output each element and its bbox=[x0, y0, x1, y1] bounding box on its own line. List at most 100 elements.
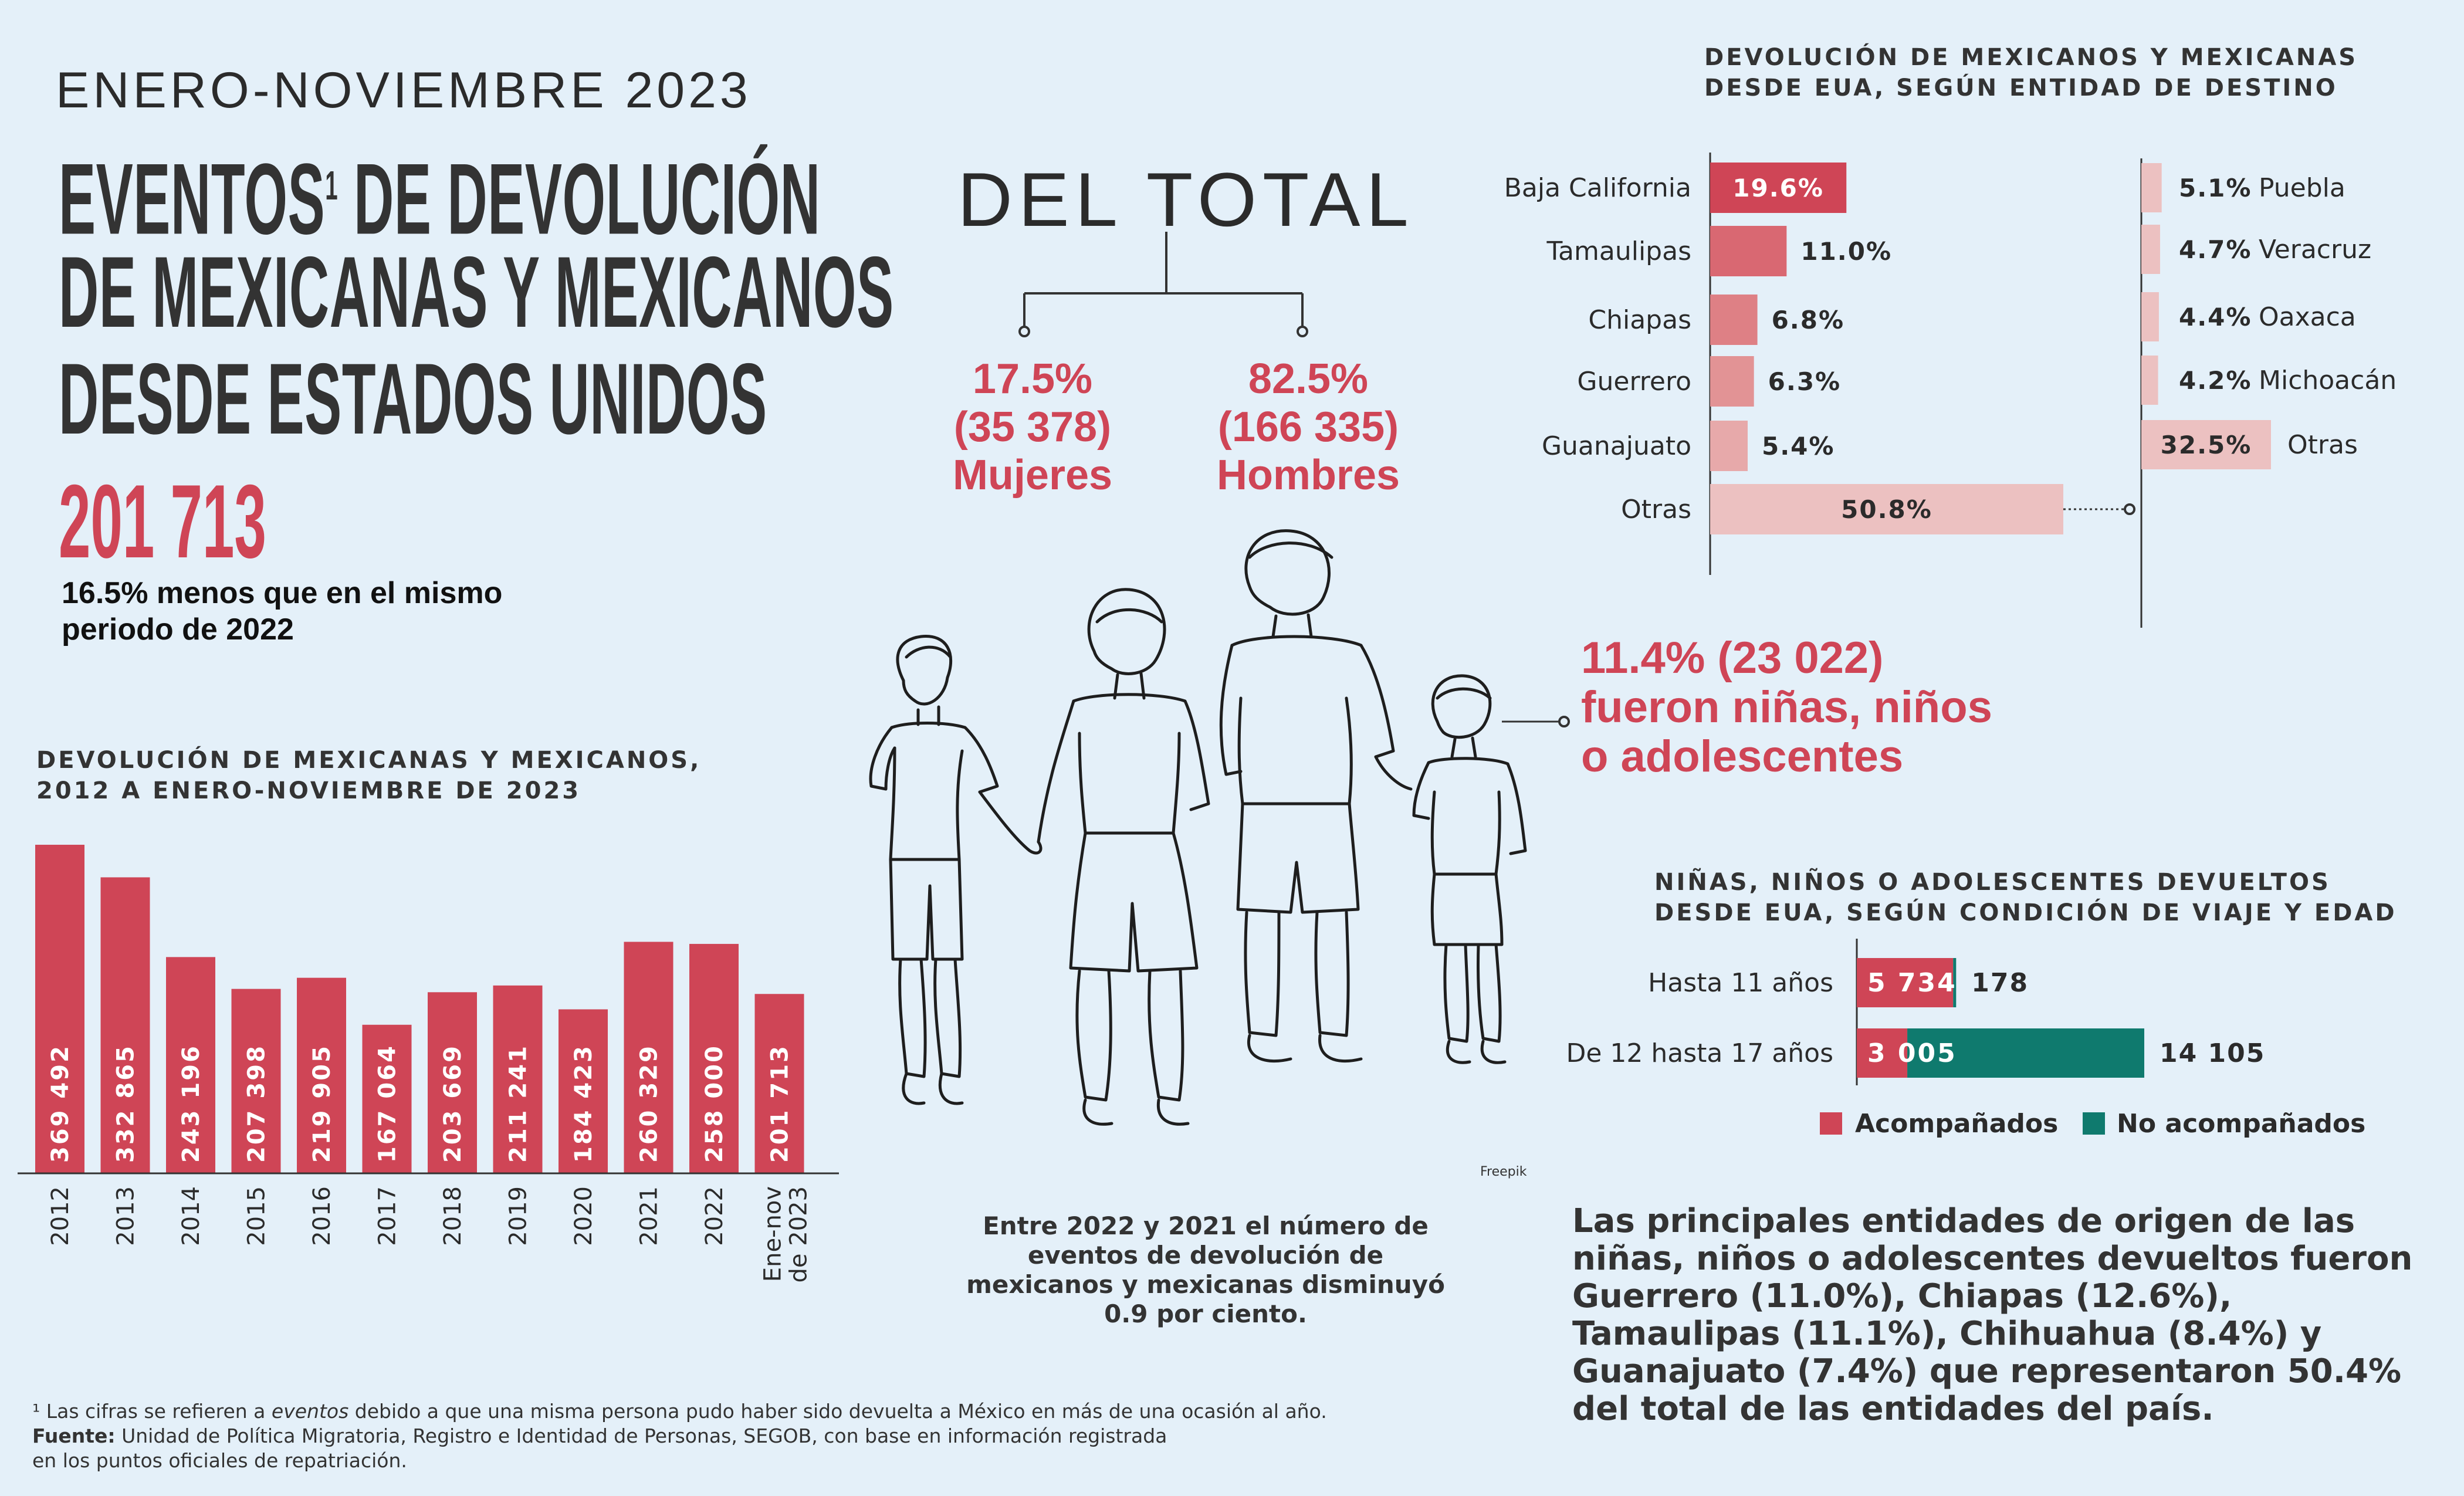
year-bar-value: 211 241 bbox=[505, 1044, 532, 1163]
footnote-text-a: ¹ Las cifras se refieren a bbox=[32, 1400, 272, 1423]
men-count: (166 335) bbox=[1217, 404, 1399, 451]
state-chart-title: DEVOLUCIÓN DE MEXICANOS Y MEXICANAS DESD… bbox=[1704, 44, 2358, 101]
year-bar-value: 184 423 bbox=[570, 1044, 597, 1163]
year-bar-value: 167 064 bbox=[374, 1044, 401, 1163]
title-eventos: EVENTOS bbox=[59, 143, 326, 256]
source-label: Fuente: bbox=[32, 1424, 116, 1447]
origin-note-states-2: Guanajuato (7.4%) bbox=[1572, 1352, 1918, 1390]
year-bar bbox=[362, 1024, 412, 1173]
legend-swatch-unaccompanied bbox=[2083, 1112, 2105, 1135]
year-bar-value: 201 713 bbox=[767, 1044, 794, 1163]
state-bar bbox=[1710, 226, 1787, 276]
women-label: Mujeres bbox=[952, 452, 1113, 499]
women-count: (35 378) bbox=[953, 404, 1112, 451]
year-bar bbox=[493, 985, 543, 1173]
state-label: Baja California bbox=[1504, 173, 1691, 203]
source-text: Unidad de Política Migratoria, Registro … bbox=[115, 1424, 1167, 1447]
yearly-bar-chart: 369 492 2012 332 865 2013 243 196 2014 207 398… bbox=[18, 844, 839, 1283]
breakdown-label: Michoacán bbox=[2259, 365, 2397, 395]
period-label: ENERO-NOVIEMBRE 2023 bbox=[56, 62, 752, 119]
kids-line-3: o adolescentes bbox=[1581, 732, 1904, 781]
state-bar bbox=[1710, 484, 2063, 534]
footnote-text-b: debido a que una misma persona pudo habe… bbox=[348, 1400, 1327, 1423]
breakdown-label: Puebla bbox=[2259, 173, 2345, 203]
year-bar-value: 258 000 bbox=[701, 1044, 728, 1163]
breakdown-value: 32.5% bbox=[2161, 431, 2252, 459]
men-block: 82.5% (166 335) Hombres bbox=[1191, 355, 1426, 499]
year-bar bbox=[754, 994, 804, 1173]
nna-stacked-chart: Hasta 11 años 5 734 178 De 12 hasta 17 años… bbox=[1566, 939, 2365, 1139]
title-line-2: DE MEXICANAS Y MEXICANOS bbox=[59, 236, 894, 348]
title-line-1: EVENTOS1 DE DEVOLUCIÓN bbox=[59, 135, 821, 249]
year-tick-label: 2022 bbox=[701, 1186, 728, 1246]
title-footnote-mark: 1 bbox=[325, 163, 339, 208]
change-note-text-1: Entre bbox=[983, 1211, 1067, 1240]
footnote-line-1: ¹ Las cifras se refieren a eventos debid… bbox=[32, 1399, 1382, 1424]
yearly-change-note: Entre 2022 y 2021 el número de eventos d… bbox=[950, 1211, 1461, 1329]
year-tick-label: 2021 bbox=[636, 1186, 663, 1246]
state-bar-chart: Baja California 19.6% Tamaulipas 11.0% Chiap… bbox=[1504, 153, 2397, 628]
year-bar bbox=[297, 977, 346, 1173]
year-bar bbox=[559, 1009, 608, 1173]
kids-highlight: 11.4% (23 022) fueron niñas, niños o ado… bbox=[1581, 634, 1992, 781]
gender-connector bbox=[1018, 232, 1308, 337]
yearly-chart-title: DEVOLUCIÓN DE MEXICANAS Y MEXICANOS, 201… bbox=[36, 747, 702, 804]
footnote: ¹ Las cifras se refieren a eventos debid… bbox=[32, 1399, 1382, 1473]
origin-note-text-1: Las principales entidades de origen de l… bbox=[1572, 1202, 2413, 1278]
year-bar bbox=[166, 957, 215, 1173]
state-bar bbox=[1710, 163, 1847, 213]
change-note-text-2: y bbox=[1135, 1211, 1169, 1240]
state-bar bbox=[1710, 295, 1758, 345]
legend-swatch-accompanied bbox=[1820, 1112, 1842, 1135]
origin-note-text-2: y bbox=[2289, 1315, 2322, 1353]
state-label: Guerrero bbox=[1577, 367, 1691, 397]
change-note-year-1: 2022 bbox=[1066, 1211, 1135, 1240]
state-value: 50.8% bbox=[1841, 495, 1932, 524]
breakdown-bar bbox=[2141, 356, 2158, 405]
state-bar bbox=[1710, 421, 1748, 471]
men-label: Hombres bbox=[1216, 452, 1400, 499]
year-tick-label: 2016 bbox=[309, 1186, 336, 1246]
state-value: 6.8% bbox=[1772, 306, 1844, 334]
nna-bar-unaccompanied bbox=[1907, 1028, 2144, 1078]
woman-figure bbox=[1037, 588, 1210, 1126]
women-pct: 17.5% bbox=[972, 356, 1093, 402]
men-pct: 82.5% bbox=[1248, 356, 1369, 402]
footnote-source: Fuente: Unidad de Política Migratoria, R… bbox=[32, 1424, 1382, 1448]
nna-bar-accompanied bbox=[1857, 1028, 1908, 1078]
breakdown-value: 4.4% bbox=[2179, 303, 2252, 331]
state-value: 19.6% bbox=[1732, 174, 1824, 202]
legend-label-unaccompanied: No acompañados bbox=[2117, 1109, 2365, 1139]
title-line-3: DESDE ESTADOS UNIDOS bbox=[59, 343, 767, 455]
state-bar bbox=[1710, 356, 1754, 407]
change-note-pct: 0.9 por ciento. bbox=[1104, 1299, 1307, 1328]
origin-states-note: Las principales entidades de origen de l… bbox=[1572, 1203, 2423, 1428]
year-bar-value: 207 398 bbox=[243, 1044, 270, 1163]
year-bar-value: 203 669 bbox=[439, 1044, 466, 1163]
total-returns: 201 713 bbox=[59, 463, 266, 580]
breakdown-connector-dot bbox=[2124, 503, 2135, 515]
breakdown-bar bbox=[2141, 292, 2159, 341]
year-tick-label: 2017 bbox=[374, 1186, 401, 1246]
nna-value-accompanied: 3 005 bbox=[1867, 1038, 1957, 1068]
nna-bar-unaccompanied bbox=[1953, 958, 1957, 1007]
man-figure bbox=[1219, 529, 1413, 1063]
change-note-text-3: el número de eventos de devolución de me… bbox=[966, 1211, 1445, 1299]
state-value: 6.3% bbox=[1768, 367, 1841, 396]
girl-figure bbox=[1412, 674, 1527, 1064]
state-value: 11.0% bbox=[1800, 237, 1892, 266]
year-bar bbox=[428, 992, 477, 1173]
year-bar-value: 260 329 bbox=[636, 1044, 663, 1163]
year-bar bbox=[100, 877, 150, 1173]
year-bar-value: 219 905 bbox=[309, 1044, 336, 1163]
year-tick-label: 2018 bbox=[439, 1186, 466, 1246]
gender-heading: DEL TOTAL bbox=[957, 157, 1414, 242]
total-change-note: 16.5% menos que en el mismo periodo de 2… bbox=[62, 576, 503, 647]
year-tick-label: 2012 bbox=[47, 1186, 74, 1246]
breakdown-bar bbox=[2141, 163, 2162, 212]
year-tick-label: 2013 bbox=[113, 1186, 140, 1246]
footnote-emphasis: eventos bbox=[271, 1400, 349, 1423]
year-tick-label: Ene-nov bbox=[760, 1186, 787, 1282]
year-bar-value: 332 865 bbox=[113, 1044, 140, 1163]
year-bar bbox=[689, 943, 739, 1173]
